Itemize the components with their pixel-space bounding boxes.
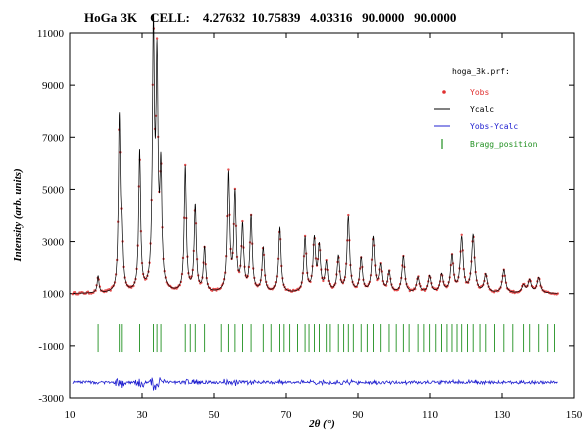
x-tick-label: 90 (353, 409, 365, 421)
legend-label: Yobs-Ycalc (470, 122, 518, 131)
legend-entry: Bragg_position (441, 139, 538, 149)
y-tick-label: 1000 (42, 289, 65, 301)
y-tick-label: -3000 (38, 393, 64, 405)
legend-label: Bragg_position (470, 140, 538, 149)
x-tick-label: 50 (209, 409, 221, 421)
legend-entry: Yobs-Ycalc (434, 122, 518, 131)
legend-entry: Ycalc (434, 105, 494, 114)
y-tick-label: 9000 (42, 80, 65, 92)
legend-title: hoga_3k.prf: (452, 67, 510, 76)
y-tick-label: 7000 (42, 132, 65, 144)
y-tick-label: 3000 (42, 237, 65, 249)
x-tick-label: 150 (566, 409, 582, 421)
y-axis-label: Intensity (arb. units) (12, 168, 24, 262)
legend-marker (442, 90, 446, 94)
plot-area (71, 14, 560, 391)
x-axis-label: 2θ (°) (308, 418, 335, 430)
axis-ticks: 10 30 50 70 90 110 130 150 -3000 -1000 1000 3000 500… (37, 28, 582, 421)
difference-line (72, 377, 558, 391)
ycalc-line (72, 14, 558, 294)
legend-entry: Yobs (442, 88, 489, 97)
plot-frame (69, 32, 575, 399)
x-tick-label: 70 (281, 409, 293, 421)
y-tick-label: -1000 (38, 341, 64, 353)
x-tick-label: 10 (65, 409, 77, 421)
x-tick-label: 30 (137, 409, 149, 421)
y-tick-label: 11000 (37, 28, 65, 40)
legend-label: Yobs (470, 88, 489, 97)
chart-title: HoGa 3K CELL: 4.27632 10.75839 4.03316 9… (84, 10, 456, 25)
x-tick-label: 130 (494, 409, 511, 421)
x-tick-label: 110 (422, 409, 439, 421)
chart-legend: hoga_3k.prf: Yobs Ycalc Yobs-Ycalc Bragg_pos… (434, 67, 538, 149)
bragg-positions (97, 324, 556, 353)
y-tick-label: 5000 (42, 184, 65, 196)
legend-label: Ycalc (470, 105, 494, 114)
